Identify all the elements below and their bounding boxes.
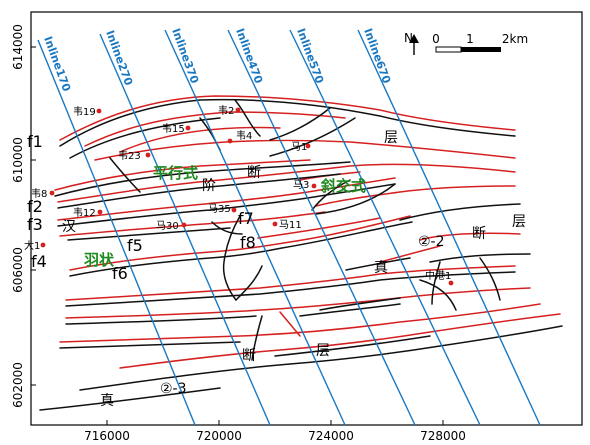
well-marker: 韦12	[73, 207, 103, 219]
wells: 韦19 韦2 韦15 韦4 马1 韦23 韦8 韦12	[24, 105, 454, 286]
fault-label: f2	[27, 197, 43, 216]
well-label: 韦15	[162, 123, 185, 135]
structure-label: 层	[512, 214, 526, 230]
structure-label: 层	[316, 343, 330, 359]
well-label: 韦23	[118, 150, 141, 162]
fault-label: f4	[31, 252, 47, 271]
well-label: 中港1	[425, 269, 451, 282]
well-label: 大1	[24, 239, 40, 252]
well-label: 马30	[156, 220, 179, 232]
north-arrow: N	[404, 31, 419, 55]
well-label: 马1	[291, 141, 307, 153]
well-label: 马35	[208, 203, 231, 215]
pattern-label-pinnate: 羽状	[84, 251, 115, 269]
axis-ticks	[31, 46, 444, 425]
structure-label: ②-2	[418, 234, 445, 250]
well-marker: 韦19	[73, 106, 102, 118]
well-marker: 韦15	[162, 123, 191, 135]
well-label: 马11	[279, 219, 302, 231]
structure-label: 断	[472, 226, 486, 242]
x-tick-label: 728000	[420, 429, 466, 443]
y-tick-label: 606000	[11, 247, 25, 293]
pattern-label-oblique: 斜交式	[320, 177, 366, 195]
x-tick-label: 724000	[308, 429, 354, 443]
well-marker: 马11	[272, 219, 302, 231]
y-tick-label: 602000	[11, 362, 25, 408]
structure-label: 汉	[62, 219, 76, 235]
structure-label: 真	[374, 260, 388, 276]
scale-label-0: 0	[432, 32, 440, 46]
structure-label: 断	[247, 165, 261, 181]
x-tick-label: 716000	[84, 429, 130, 443]
fault-label: f5	[127, 236, 143, 255]
well-marker: 马30	[156, 220, 187, 232]
well-marker: 马3	[293, 179, 317, 191]
well-marker: 韦4	[227, 130, 252, 144]
scale-label-1: 1	[466, 32, 474, 46]
well-marker: 韦8	[31, 188, 55, 200]
pattern-labels: 平行式 斜交式 羽状	[84, 164, 366, 269]
y-tick-label: 610000	[11, 137, 25, 183]
structure-label: 断	[242, 348, 256, 364]
scale-label-2: 2km	[502, 32, 528, 46]
well-marker: 马1	[291, 141, 311, 153]
x-tick-labels: 716000 720000 724000 728000	[84, 429, 466, 443]
fault-label: f3	[27, 215, 43, 234]
inline-lines	[37, 29, 541, 426]
well-label: 韦19	[73, 106, 96, 118]
fault-label: f7	[238, 209, 254, 228]
well-label: 韦12	[73, 207, 96, 219]
well-marker: 韦2	[218, 105, 241, 117]
well-marker: 马35	[208, 203, 237, 215]
pattern-label-parallel: 平行式	[153, 164, 198, 182]
fault-label: f8	[240, 233, 256, 252]
x-tick-label: 720000	[196, 429, 242, 443]
fault-label: f1	[27, 132, 43, 151]
well-label: 韦4	[236, 130, 252, 142]
well-marker: 大1	[24, 239, 46, 252]
well-marker: 韦23	[118, 150, 151, 162]
structure-label: 真	[100, 393, 114, 409]
y-tick-labels: 614000 610000 606000 602000	[11, 24, 25, 408]
well-marker: 中港1	[425, 269, 454, 286]
north-label: N	[404, 31, 413, 45]
structure-labels: 层 断 阶 汉 断 层 真 断 层 真 ②-2 ②-3	[62, 130, 526, 409]
fault-labels: f1 f2 f3 f4 f5 f6 f7 f8	[27, 132, 256, 283]
well-label: 马3	[293, 179, 309, 191]
structure-label: 阶	[202, 178, 216, 194]
structure-label: ②-3	[160, 381, 187, 397]
y-tick-label: 614000	[11, 24, 25, 70]
structure-label: 层	[384, 130, 398, 146]
fault-label: f6	[112, 264, 128, 283]
scale-bar: 0 1 2km	[432, 32, 528, 53]
well-label: 韦2	[218, 105, 234, 117]
well-label: 韦8	[31, 188, 47, 200]
